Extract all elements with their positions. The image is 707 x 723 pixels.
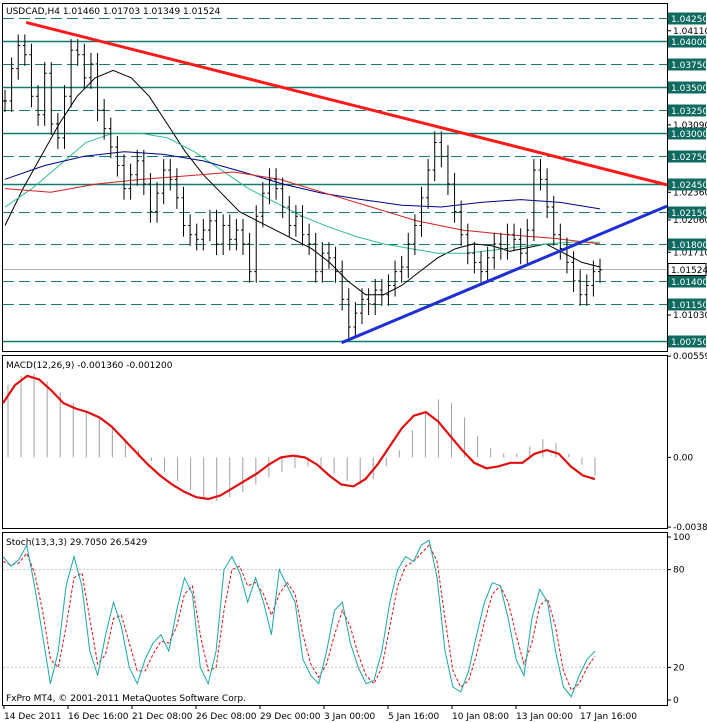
stoch-tick-label: 20 <box>673 663 685 673</box>
stoch-tick-label: 0 <box>673 696 679 706</box>
level-tag-label: 1.02750 <box>671 153 707 163</box>
level-tags: 1.04250 1.04000 1.03750 1.03500 1.03250 1.030… <box>667 12 707 348</box>
level-tag-bg <box>668 104 706 117</box>
macd-tick-label: 0.00559 <box>673 352 707 362</box>
macd-indicator: 0.00559 0.00 -0.00385 <box>2 352 707 533</box>
time-tick-label: 26 Dec 08:00 <box>196 712 257 722</box>
price-header: USDCAD,H4 1.01460 1.01703 1.01349 1.0152… <box>6 7 221 17</box>
price-tick-label: 1.04110 <box>673 27 707 37</box>
price-tick-label: 1.03090 <box>673 121 707 131</box>
level-tag-bg <box>668 298 706 311</box>
current-price-tag-bg <box>667 263 707 276</box>
level-tag-bg <box>668 275 706 288</box>
level-tag-label: 1.01400 <box>671 278 707 288</box>
time-tick-label: 29 Dec 00:00 <box>260 712 321 722</box>
stoch-main-line <box>2 539 596 698</box>
level-tag-bg <box>668 335 706 348</box>
level-tag-bg <box>668 35 706 48</box>
price-tick-label: 1.02060 <box>673 216 707 226</box>
time-tick-label: 3 Jan 00:00 <box>324 712 376 722</box>
level-tag-label: 1.03500 <box>671 84 707 94</box>
level-tag-bg <box>668 206 706 219</box>
level-tag-bg <box>668 12 706 25</box>
footer-copyright: FxPro MT4, © 2001-2011 MetaQuotes Softwa… <box>6 694 246 704</box>
level-tag-label: 1.02450 <box>671 181 707 191</box>
macd-tick-label: -0.00385 <box>673 523 707 533</box>
price-panel <box>2 3 668 352</box>
level-tag-label: 1.01150 <box>671 301 707 311</box>
price-axis: 1.04110 1.03090 1.02360 1.02060 1.01710 1.010… <box>667 27 707 321</box>
stoch-panel <box>2 532 668 706</box>
trendline <box>341 204 668 345</box>
price-tick-label: 1.02360 <box>673 188 707 198</box>
level-tag-label: 1.04000 <box>671 38 707 48</box>
price-tick-label: 1.01710 <box>673 248 707 258</box>
time-tick-label: 13 Jan 00:00 <box>516 712 573 722</box>
macd-panel <box>2 355 668 529</box>
stoch-tick-label: 80 <box>673 566 685 576</box>
macd-tick-label: 0.00 <box>673 453 693 463</box>
macd-signal-line <box>2 374 596 501</box>
time-axis: 14 Dec 2011 16 Dec 16:00 21 Dec 08:00 26 De… <box>3 705 637 722</box>
stochastic-indicator: 100 80 20 0 <box>2 533 690 706</box>
time-tick-label: 14 Dec 2011 <box>4 712 62 722</box>
price-bars <box>3 34 602 339</box>
trendlines <box>25 21 668 345</box>
stoch-signal-line <box>2 544 596 692</box>
level-tag-bg <box>668 178 706 191</box>
time-tick-label: 10 Jan 08:00 <box>452 712 509 722</box>
time-tick-label: 21 Dec 08:00 <box>132 712 193 722</box>
time-tick-label: 17 Jan 16:00 <box>580 712 637 722</box>
price-tick-label: 1.01030 <box>673 311 707 321</box>
level-tag-label: 1.01800 <box>671 241 707 251</box>
time-tick-label: 16 Dec 16:00 <box>68 712 129 722</box>
ma-line <box>4 151 601 210</box>
current-price-tag-label: 1.01524 <box>671 266 707 276</box>
stoch-tick-label: 100 <box>673 533 690 543</box>
macd-label: MACD(12,26,9) -0.001360 -0.001200 <box>6 361 173 371</box>
level-tag-bg <box>668 238 706 251</box>
level-tag-label: 1.03250 <box>671 107 707 117</box>
level-tag-bg <box>668 81 706 94</box>
level-tag-label: 1.03000 <box>671 130 707 140</box>
level-tag-bg <box>668 150 706 163</box>
level-tag-bg <box>668 58 706 71</box>
stoch-label: Stoch(13,3,3) 29.7050 26.5429 <box>6 538 147 548</box>
level-tag-label: 1.02150 <box>671 209 707 219</box>
trendline <box>25 21 668 187</box>
level-tag-label: 1.00750 <box>671 338 707 348</box>
level-tag-label: 1.03750 <box>671 61 707 71</box>
level-tag-label: 1.04250 <box>671 15 707 25</box>
time-tick-label: 5 Jan 16:00 <box>388 712 440 722</box>
level-tag-bg <box>668 127 706 140</box>
